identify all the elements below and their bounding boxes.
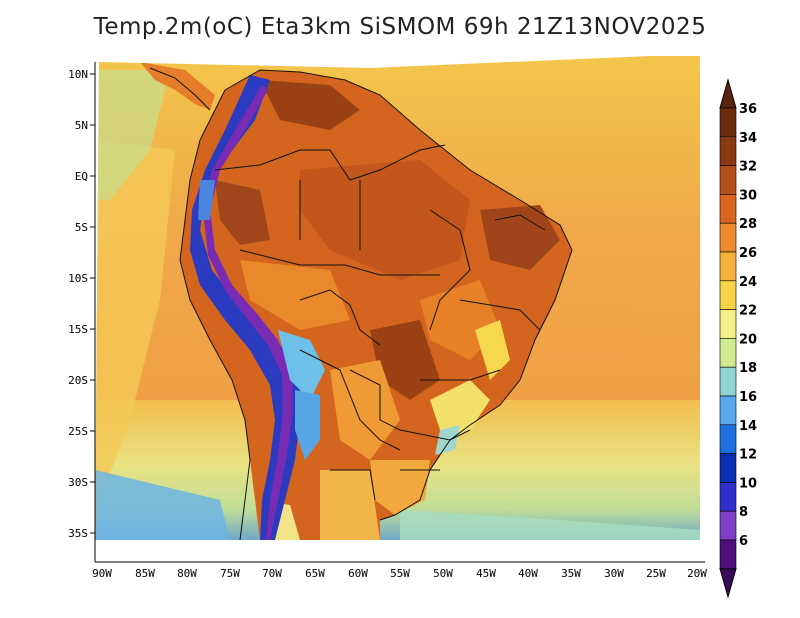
lon-label: 45W	[476, 567, 496, 580]
lon-label: 20W	[687, 567, 707, 580]
lon-label: 60W	[348, 567, 368, 580]
lat-label: 25S	[68, 425, 88, 438]
lon-label: 55W	[390, 567, 410, 580]
colorbar-swatch	[719, 194, 737, 224]
colorbar-label: 8	[739, 505, 748, 520]
lon-label: 80W	[177, 567, 197, 580]
colorbar-swatch	[719, 453, 737, 483]
colorbar-top-arrow	[719, 78, 737, 109]
latitude-labels: 10N 5N EQ 5S 10S 15S 20S 25S 30S 35S	[68, 68, 88, 540]
colorbar-swatch	[719, 251, 737, 282]
colorbar-label: 16	[739, 390, 757, 405]
colorbar-label: 30	[739, 188, 757, 203]
colorbar-label: 26	[739, 246, 757, 261]
lon-label: 40W	[518, 567, 538, 580]
map-plot-area	[95, 56, 700, 540]
colorbar-label: 6	[739, 534, 748, 549]
map-axes	[90, 62, 705, 563]
colorbar-swatch	[719, 482, 737, 512]
map-title: Temp.2m(oC) Eta3km SiSMOM 69h 21Z13NOV20…	[93, 14, 707, 40]
colorbar-label: 14	[739, 419, 757, 434]
colorbar-label: 32	[739, 160, 757, 175]
colorbar-swatch	[719, 309, 737, 339]
colorbar-swatch	[719, 165, 737, 195]
lon-label: 90W	[92, 567, 112, 580]
colorbar-label: 22	[739, 304, 757, 319]
colorbar-swatch	[719, 107, 737, 138]
colorbar-bottom-arrow	[719, 568, 737, 599]
colorbar: 36 34 32 30 28 26 24 22 20 18 16 14 12 10 8 6	[719, 78, 757, 599]
colorbar-swatch	[719, 338, 737, 368]
lon-label: 35W	[561, 567, 581, 580]
colorbar-swatch	[719, 222, 737, 253]
colorbar-swatch	[719, 539, 737, 570]
lat-label: 5S	[75, 221, 88, 234]
lon-label: 30W	[604, 567, 624, 580]
colorbar-label: 20	[739, 332, 757, 347]
lat-label: EQ	[75, 170, 88, 183]
colorbar-label: 10	[739, 476, 757, 491]
lon-label: 75W	[220, 567, 240, 580]
colorbar-label: 36	[739, 102, 757, 117]
colorbar-label: 18	[739, 361, 757, 376]
country-borders	[149, 67, 573, 540]
colorbar-label: 24	[739, 275, 757, 290]
lon-label: 25W	[646, 567, 666, 580]
longitude-labels: 90W 85W 80W 75W 70W 65W 60W 55W 50W 45W …	[92, 567, 707, 580]
colorbar-swatch	[719, 280, 737, 310]
colorbar-swatch	[719, 510, 737, 541]
lon-label: 65W	[305, 567, 325, 580]
colorbar-label: 12	[739, 448, 757, 463]
colorbar-label: 28	[739, 217, 757, 232]
colorbar-swatch	[719, 395, 737, 426]
lon-label: 85W	[135, 567, 155, 580]
colorbar-swatch	[719, 424, 737, 454]
lon-label: 70W	[262, 567, 282, 580]
lon-label: 50W	[433, 567, 453, 580]
lat-label: 30S	[68, 476, 88, 489]
lat-label: 5N	[75, 119, 88, 132]
colorbar-swatch	[719, 136, 737, 166]
lat-label: 20S	[68, 374, 88, 387]
colorbar-swatch	[719, 366, 737, 397]
colorbar-label: 34	[739, 131, 757, 146]
lat-label: 35S	[68, 527, 88, 540]
lat-label: 10S	[68, 272, 88, 285]
lat-label: 15S	[68, 323, 88, 336]
lat-label: 10N	[68, 68, 88, 81]
